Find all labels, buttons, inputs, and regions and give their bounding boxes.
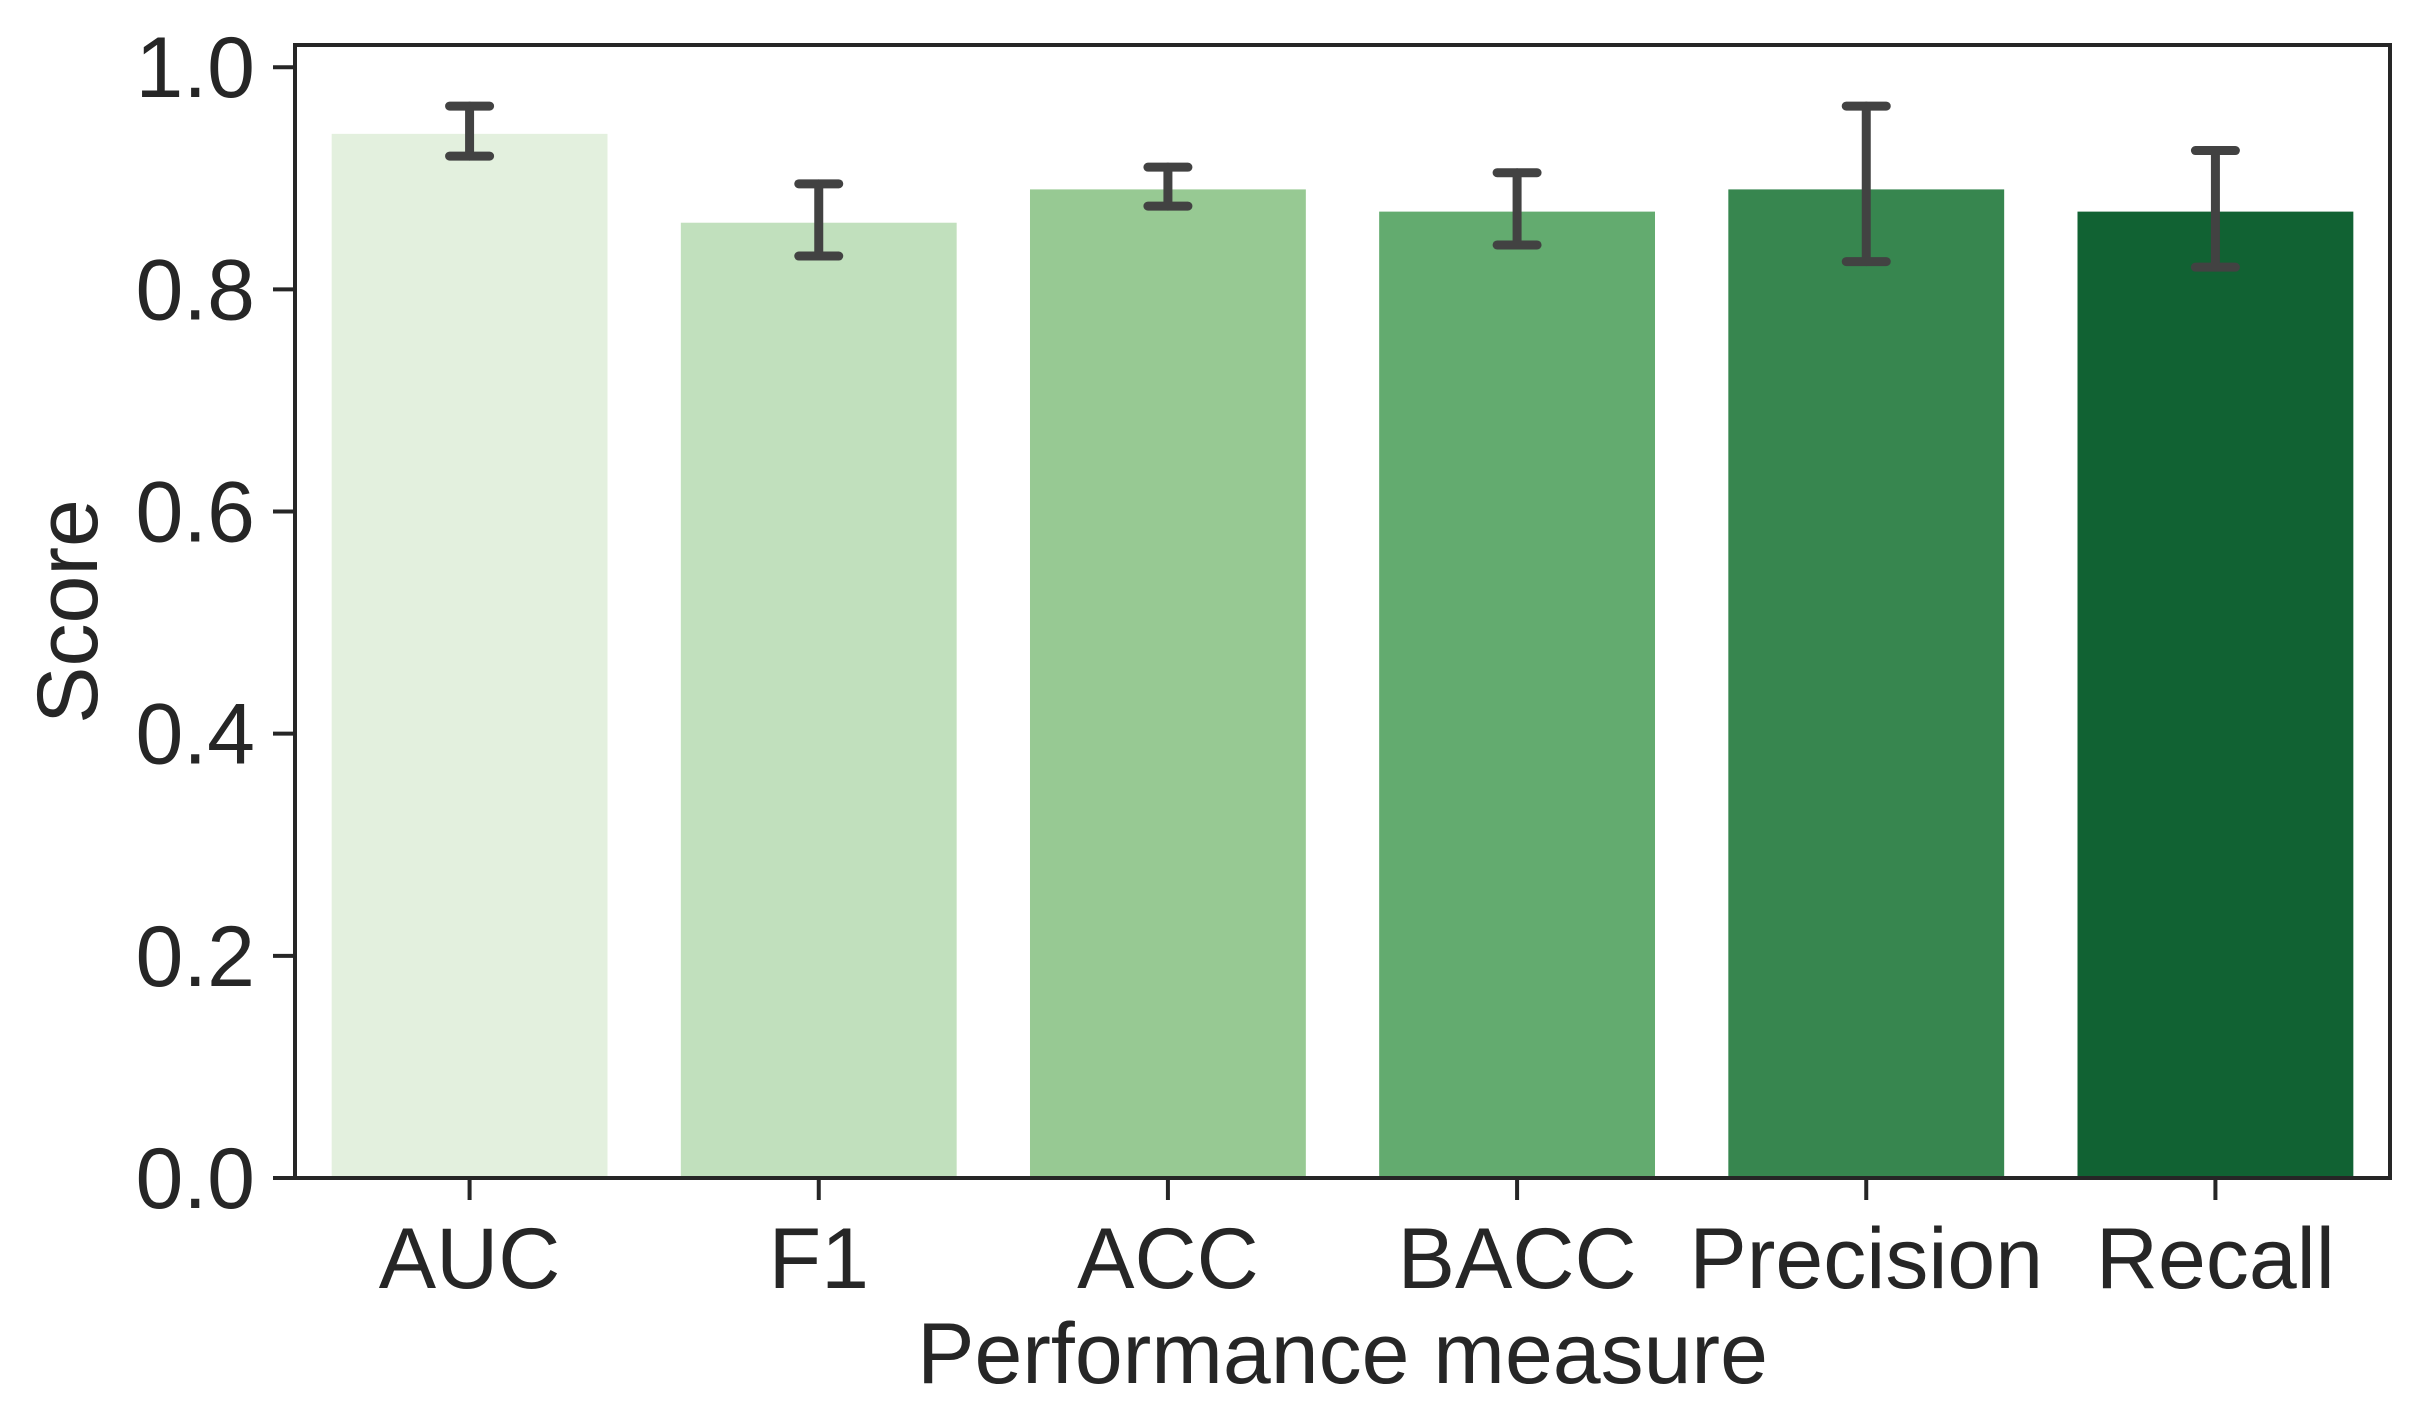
y-axis-label: Score [20, 499, 116, 724]
errorbar-bacc [1492, 168, 1542, 250]
bar-bacc [1379, 211, 1656, 1178]
y-tick-label-2: 0.4 [135, 687, 255, 783]
x-axis-ticks: AUC F1 ACC BACC Precision Recall [379, 1178, 2335, 1307]
errorbar-auc [445, 101, 495, 161]
y-tick-label-0: 0.0 [135, 1131, 255, 1227]
y-tick-label-3: 0.6 [135, 465, 255, 561]
y-axis-ticks: 0.0 0.2 0.4 0.6 0.8 1.0 [135, 20, 295, 1227]
bar-f1 [680, 222, 957, 1179]
errorbar-precision [1841, 101, 1891, 267]
x-tick-label-bacc: BACC [1398, 1211, 1637, 1307]
x-tick-label-f1: F1 [769, 1211, 869, 1307]
x-tick-label-acc: ACC [1077, 1211, 1259, 1307]
errorbar-recall [2190, 146, 2240, 272]
errorbars-group [445, 101, 2240, 272]
y-tick-label-5: 1.0 [135, 20, 255, 116]
errorbar-f1 [794, 179, 844, 261]
x-tick-label-precision: Precision [1689, 1211, 2043, 1307]
plot-frame [293, 43, 2392, 1180]
bars-group [331, 133, 2354, 1179]
y-tick-label-4: 0.8 [135, 242, 255, 338]
bar-auc [331, 133, 608, 1178]
x-tick-label-auc: AUC [379, 1211, 561, 1307]
y-tick-label-1: 0.2 [135, 909, 255, 1005]
x-axis-label: Performance measure [917, 1306, 1768, 1402]
bar-acc [1029, 189, 1306, 1178]
bar-precision [1728, 189, 2005, 1178]
x-tick-label-recall: Recall [2096, 1211, 2335, 1307]
errorbar-acc [1143, 162, 1193, 211]
bar-recall [2077, 211, 2354, 1178]
